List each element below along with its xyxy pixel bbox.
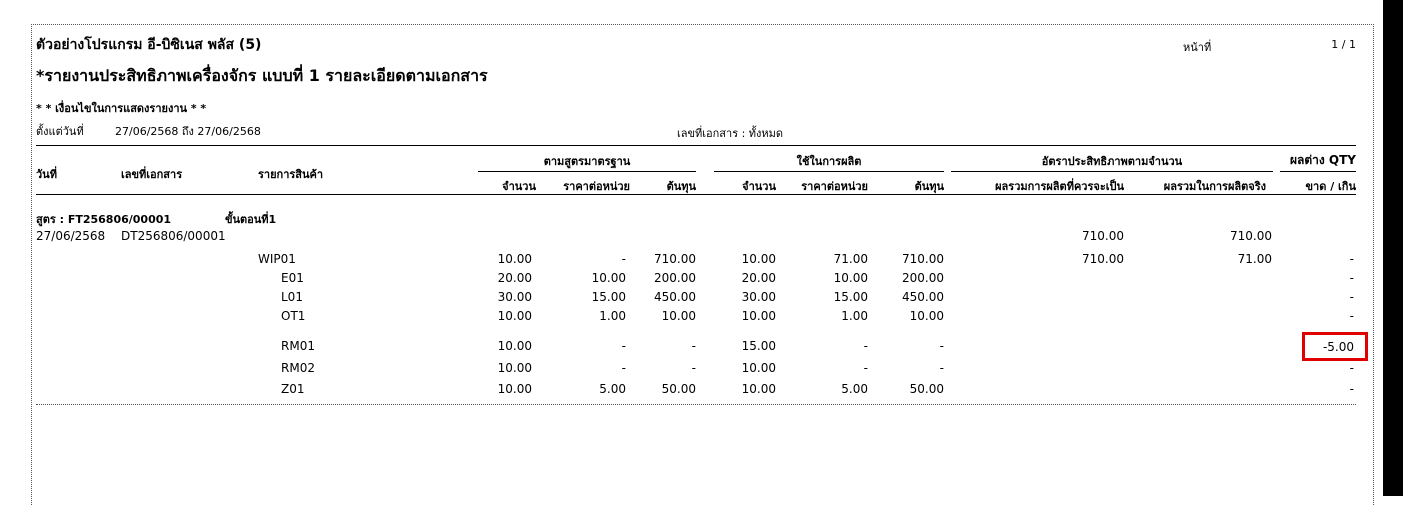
col-date: วันที่ — [36, 168, 57, 181]
row-use-qty: 20.00 — [741, 271, 776, 285]
row-item: RM02 — [281, 361, 315, 375]
header-bottom-rule — [36, 194, 1356, 195]
row-diff: - — [1349, 252, 1354, 266]
col-group-standard: ตามสูตรมาตรฐาน — [543, 155, 631, 168]
col-group-used: ใช้ในการผลิต — [796, 155, 862, 168]
company-name: ตัวอย่างโปรแกรม อี-บิซิเนส พลัส (5) — [36, 37, 262, 53]
row-use-price: 15.00 — [833, 290, 868, 304]
row-std-cost: - — [691, 361, 696, 375]
date-range-label: ตั้งแต่วันที่ — [36, 125, 84, 138]
used-group-rule — [714, 171, 944, 172]
page-label: หน้าที่ — [1183, 41, 1212, 54]
report-page — [31, 24, 1374, 505]
step-label: ขั้นตอนที่1 — [225, 213, 277, 226]
row-use-price: 71.00 — [833, 252, 868, 266]
col-std-qty: จำนวน — [502, 180, 536, 193]
col-actual-total: ผลรวมในการผลิตจริง — [1163, 180, 1266, 193]
page-number: 1 / 1 — [1331, 38, 1356, 51]
row-item: OT1 — [281, 309, 306, 323]
group-expected-total: 710.00 — [1082, 229, 1124, 243]
row-use-cost: 200.00 — [902, 271, 944, 285]
row-diff: - — [1349, 290, 1354, 304]
col-std-price: ราคาต่อหน่วย — [563, 180, 630, 193]
col-doc-no: เลขที่เอกสาร — [121, 168, 183, 181]
highlight-box — [1302, 332, 1368, 361]
col-short-over: ขาด / เกิน — [1305, 180, 1356, 193]
row-use-price: - — [863, 361, 868, 375]
row-item: L01 — [281, 290, 303, 304]
row-diff: -5.00 — [1322, 340, 1354, 354]
header-top-rule — [36, 145, 1356, 146]
row-use-cost: - — [939, 339, 944, 353]
col-use-cost: ต้นทุน — [914, 180, 944, 193]
formula-label: สูตร : FT256806/00001 — [36, 213, 172, 226]
row-std-price: - — [621, 252, 626, 266]
condition-heading: * * เงื่อนไขในการแสดงรายงาน * * — [36, 102, 207, 115]
standard-group-rule — [478, 171, 696, 172]
row-std-qty: 10.00 — [497, 309, 532, 323]
doc-filter: เลขที่เอกสาร : ทั้งหมด — [677, 127, 784, 140]
right-edge-bar — [1383, 0, 1403, 496]
row-use-qty: 15.00 — [741, 339, 776, 353]
doc-date: 27/06/2568 — [36, 229, 106, 243]
row-std-qty: 10.00 — [497, 382, 532, 396]
row-std-price: - — [621, 361, 626, 375]
col-use-qty: จำนวน — [742, 180, 776, 193]
row-use-qty: 10.00 — [741, 252, 776, 266]
row-use-qty: 10.00 — [741, 309, 776, 323]
row-diff: - — [1349, 309, 1354, 323]
row-std-qty: 10.00 — [497, 252, 532, 266]
col-group-diff: ผลต่าง QTY — [1289, 153, 1356, 167]
col-group-efficiency: อัตราประสิทธิภาพตามจำนวน — [1041, 155, 1183, 168]
row-diff: - — [1349, 361, 1354, 375]
row-use-price: 1.00 — [841, 309, 868, 323]
row-item: E01 — [281, 271, 304, 285]
col-std-cost: ต้นทุน — [666, 180, 696, 193]
row-use-price: 10.00 — [833, 271, 868, 285]
report-title: *รายงานประสิทธิภาพเครื่องจักร แบบที่ 1 ร… — [36, 66, 488, 85]
row-use-qty: 30.00 — [741, 290, 776, 304]
row-use-cost: 450.00 — [902, 290, 944, 304]
row-use-qty: 10.00 — [741, 361, 776, 375]
col-expected-total: ผลรวมการผลิตที่ควรจะเป็น — [995, 180, 1124, 193]
row-use-price: 5.00 — [841, 382, 868, 396]
col-use-price: ราคาต่อหน่วย — [801, 180, 868, 193]
row-std-cost: - — [691, 339, 696, 353]
row-std-qty: 10.00 — [497, 361, 532, 375]
row-item: RM01 — [281, 339, 315, 353]
row-use-cost: 710.00 — [902, 252, 944, 266]
row-use-cost: - — [939, 361, 944, 375]
row-expected-total: 710.00 — [1082, 252, 1124, 266]
row-item: WIP01 — [258, 252, 296, 266]
row-std-price: 15.00 — [591, 290, 626, 304]
row-std-cost: 10.00 — [661, 309, 696, 323]
row-std-price: - — [621, 339, 626, 353]
row-std-qty: 10.00 — [497, 339, 532, 353]
row-actual-total: 71.00 — [1237, 252, 1272, 266]
doc-number: DT256806/00001 — [121, 229, 226, 243]
row-use-cost: 10.00 — [909, 309, 944, 323]
row-use-price: - — [863, 339, 868, 353]
row-std-price: 10.00 — [591, 271, 626, 285]
row-std-price: 5.00 — [599, 382, 626, 396]
row-std-cost: 450.00 — [654, 290, 696, 304]
row-use-qty: 10.00 — [741, 382, 776, 396]
row-diff: - — [1349, 271, 1354, 285]
group-actual-total: 710.00 — [1230, 229, 1272, 243]
row-use-cost: 50.00 — [909, 382, 944, 396]
table-end-rule — [36, 404, 1356, 405]
row-std-cost: 200.00 — [654, 271, 696, 285]
diff-group-rule — [1280, 171, 1356, 172]
date-range-value: 27/06/2568 ถึง 27/06/2568 — [115, 125, 261, 138]
row-diff: - — [1349, 382, 1354, 396]
row-std-qty: 20.00 — [497, 271, 532, 285]
row-std-qty: 30.00 — [497, 290, 532, 304]
col-item: รายการสินค้า — [258, 168, 324, 181]
efficiency-group-rule — [951, 171, 1273, 172]
row-std-cost: 50.00 — [661, 382, 696, 396]
row-std-price: 1.00 — [599, 309, 626, 323]
row-item: Z01 — [281, 382, 305, 396]
row-std-cost: 710.00 — [654, 252, 696, 266]
